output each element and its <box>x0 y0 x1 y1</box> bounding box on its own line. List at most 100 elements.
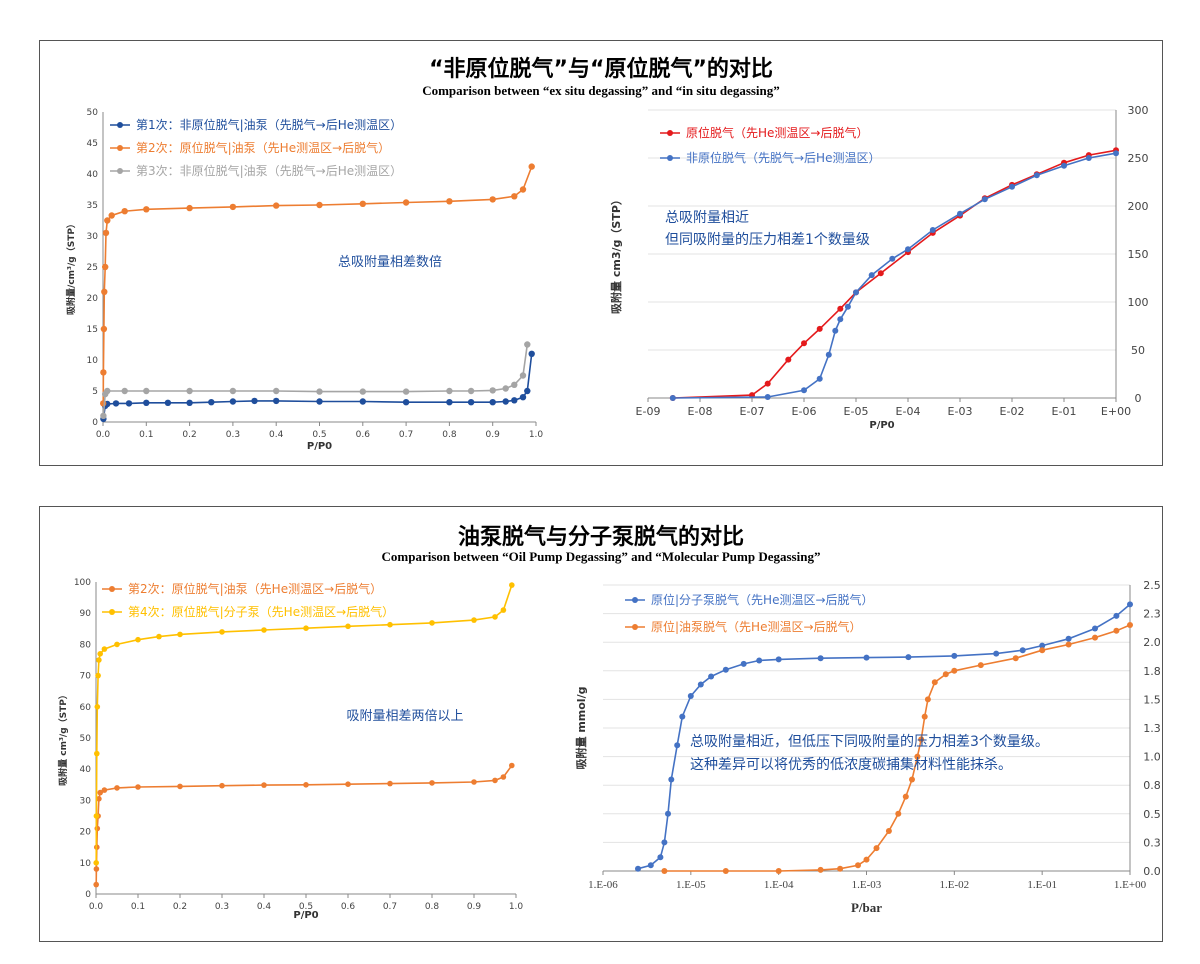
data-point <box>93 866 100 872</box>
data-point <box>844 303 851 310</box>
data-point <box>1039 647 1046 654</box>
annotation-text: 总吸附量相差数倍 <box>338 255 442 270</box>
x-tick-label: 1.E-05 <box>676 879 706 891</box>
data-point <box>303 625 309 631</box>
y-tick-label: 50 <box>80 734 92 744</box>
data-point <box>519 394 527 401</box>
y-tick-label: 250 <box>1128 152 1149 165</box>
x-tick-label: 0.3 <box>226 430 240 440</box>
data-point <box>492 777 498 784</box>
annotation-text: 但同吸附量的压力相差1个数量级 <box>665 232 870 248</box>
data-point <box>500 774 507 780</box>
y-tick-label: 200 <box>1128 200 1149 213</box>
data-point <box>905 654 912 661</box>
data-point <box>502 398 509 405</box>
legend-marker <box>109 609 115 615</box>
data-point <box>345 781 351 787</box>
series-1 <box>635 601 1133 872</box>
x-tick-label: 0.7 <box>399 430 413 440</box>
data-point <box>102 263 109 271</box>
y-tick-label: 1.0 <box>1143 751 1161 764</box>
data-point <box>177 783 183 790</box>
data-point <box>647 862 654 869</box>
data-point <box>929 227 936 233</box>
y-tick-label: 35 <box>87 201 98 211</box>
x-axis-label: P/bar <box>851 900 882 915</box>
data-point <box>93 881 99 888</box>
data-point <box>837 865 844 872</box>
data-point <box>345 623 351 630</box>
data-point <box>853 289 859 296</box>
data-point <box>1019 647 1026 654</box>
data-point <box>108 212 115 219</box>
data-point <box>679 713 686 720</box>
x-tick-label: 0.9 <box>486 430 501 440</box>
data-point <box>143 206 150 213</box>
data-point <box>924 696 931 703</box>
data-point <box>93 860 99 866</box>
data-point <box>101 787 108 793</box>
data-point <box>94 704 101 710</box>
data-point <box>921 713 928 720</box>
x-axis-label: P/P0 <box>293 910 318 921</box>
x-tick-label: 0.2 <box>182 430 196 440</box>
data-point <box>885 828 892 834</box>
x-tick-label: 1.E-04 <box>764 879 794 891</box>
legend-marker <box>117 145 123 151</box>
panel-title-en: Comparison between “ex situ degassing” a… <box>422 83 780 98</box>
data-point <box>511 193 518 200</box>
data-point <box>502 385 509 392</box>
chart-1: 0.0 0.1 0.2 0.3 0.4 0.5 0.6 0.7 0.8 0.9 1.0 0 5 10 15 2… <box>65 108 543 452</box>
data-point <box>909 776 915 783</box>
y-tick-label: 0 <box>1135 392 1142 405</box>
data-point <box>177 631 183 638</box>
y-tick-label: 25 <box>87 263 98 273</box>
x-tick-label: E-04 <box>896 405 921 418</box>
data-point <box>186 399 193 406</box>
data-point <box>316 201 323 209</box>
series-2 <box>669 150 1119 401</box>
series-line <box>672 149 1117 399</box>
data-point <box>825 351 832 358</box>
y-tick-label: 2.5 <box>1143 579 1161 592</box>
data-point <box>102 229 110 237</box>
data-point <box>1113 627 1120 634</box>
data-point <box>316 398 323 405</box>
x-axis-label: P/P0 <box>307 441 332 452</box>
data-point <box>489 387 496 394</box>
y-tick-label: 100 <box>74 578 91 588</box>
data-point <box>261 627 267 633</box>
y-tick-label: 0 <box>85 890 91 900</box>
data-point <box>135 784 141 790</box>
data-point <box>674 742 681 749</box>
data-point <box>96 657 102 663</box>
chart-2: E-09 E-08 E-07 E-06 E-05 E-04 E-03 E-02 E-01 E+00… <box>609 104 1149 431</box>
data-point <box>95 672 101 679</box>
y-tick-label: 0.0 <box>1143 865 1161 878</box>
data-point <box>1127 601 1133 608</box>
data-point <box>273 397 280 405</box>
series-1 <box>669 147 1119 401</box>
data-point <box>1092 634 1098 641</box>
y-tick-label: 5 <box>92 387 98 397</box>
data-point <box>977 662 984 669</box>
data-point <box>511 381 518 388</box>
legend-marker <box>109 586 115 592</box>
data-point <box>873 845 880 852</box>
y-tick-label: 2.3 <box>1143 608 1161 621</box>
data-point <box>905 246 911 253</box>
y-tick-label: 60 <box>80 703 92 713</box>
y-tick-label: 150 <box>1128 248 1149 261</box>
data-point <box>528 350 535 357</box>
data-point <box>100 412 107 419</box>
data-point <box>489 196 496 203</box>
x-tick-label: 0.4 <box>257 902 272 912</box>
data-point <box>186 387 193 395</box>
data-point <box>1065 641 1072 648</box>
data-point <box>775 656 782 663</box>
series-1 <box>93 762 515 888</box>
x-tick-label: E-02 <box>1000 405 1025 418</box>
legend-label: 第2次：原位脱气|油泵（先He测温区→后脱气） <box>136 140 390 155</box>
data-point <box>756 657 763 664</box>
data-point <box>895 810 902 817</box>
